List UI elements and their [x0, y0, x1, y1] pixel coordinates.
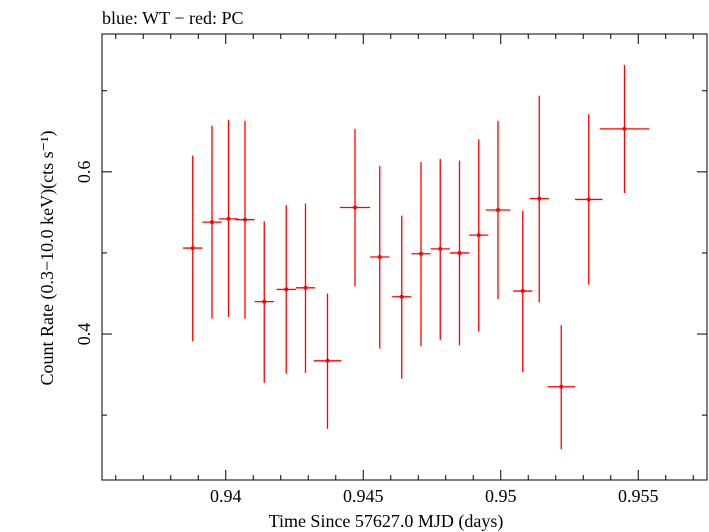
- y-tick-label: 0.6: [74, 161, 94, 184]
- data-point: [295, 203, 316, 373]
- y-axis-label: Count Rate (0.3−10.0 keV)(cts s⁻¹): [37, 130, 58, 385]
- point-marker: [190, 246, 195, 251]
- point-marker: [210, 220, 214, 225]
- point-marker: [226, 216, 231, 221]
- point-marker: [353, 205, 357, 210]
- data-point: [469, 139, 489, 332]
- data-point: [529, 95, 549, 303]
- data-points: [183, 64, 650, 450]
- point-marker: [586, 197, 591, 202]
- point-marker: [303, 285, 308, 290]
- point-marker: [284, 287, 289, 292]
- x-tick-label: 0.95: [485, 486, 517, 506]
- x-axis-ticks: [115, 34, 694, 480]
- y-axis-tick-labels: 0.4 0.6: [74, 161, 94, 346]
- point-marker: [520, 289, 525, 294]
- plot-frame: [101, 33, 708, 481]
- y-tick-label: 0.4: [74, 323, 94, 346]
- point-marker: [243, 217, 247, 222]
- point-marker: [457, 250, 462, 255]
- point-marker: [399, 294, 404, 299]
- data-point: [392, 215, 412, 379]
- x-tick-label: 0.945: [343, 486, 384, 506]
- data-point: [599, 64, 650, 193]
- data-point: [183, 155, 203, 342]
- data-point: [575, 114, 603, 285]
- x-tick-label: 0.955: [618, 486, 659, 506]
- data-point: [276, 205, 296, 374]
- point-marker: [262, 299, 267, 304]
- data-point: [485, 120, 511, 300]
- data-point: [339, 128, 371, 287]
- data-point: [235, 120, 255, 319]
- chart-title: blue: WT − red: PC: [102, 8, 243, 28]
- data-point: [370, 166, 390, 349]
- x-axis-tick-labels: 0.94 0.945 0.95 0.955: [210, 486, 659, 506]
- point-marker: [559, 384, 564, 389]
- point-marker: [537, 196, 542, 201]
- point-marker: [377, 255, 382, 259]
- point-marker: [622, 126, 627, 131]
- data-point: [218, 119, 239, 318]
- point-marker: [438, 246, 443, 251]
- data-point: [449, 160, 470, 346]
- point-marker: [476, 233, 481, 238]
- data-point: [430, 158, 450, 340]
- point-marker: [496, 207, 500, 212]
- data-point: [547, 325, 575, 450]
- data-point: [202, 125, 222, 319]
- data-point: [513, 210, 533, 373]
- point-marker: [325, 358, 330, 363]
- data-point: [411, 162, 431, 347]
- data-point: [313, 293, 342, 429]
- y-axis-ticks: [102, 90, 707, 416]
- x-tick-label: 0.94: [210, 486, 242, 506]
- point-marker: [419, 251, 423, 256]
- x-axis-label: Time Since 57627.0 MJD (days): [269, 511, 504, 532]
- data-point: [254, 221, 274, 383]
